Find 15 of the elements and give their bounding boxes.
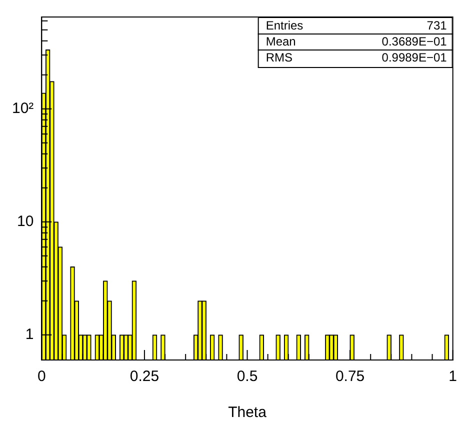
y-tick-label: 10² (12, 100, 34, 118)
x-tick-label: 1 (448, 368, 457, 386)
x-tick-label: 0.25 (130, 368, 160, 386)
x-tick-label: 0 (38, 368, 46, 386)
annotation: 731 (426, 18, 448, 32)
x-tick-label: 0.5 (236, 368, 258, 386)
annotation: 0.9989E−01 (382, 50, 448, 64)
annotation: 0.3689E−01 (382, 34, 448, 48)
x-tick-label: 0.75 (335, 368, 365, 386)
annotation: RMS (266, 50, 292, 64)
annotation: Entries (266, 18, 304, 32)
x-axis-title: Theta (228, 404, 268, 422)
y-tick-label: 1 (25, 326, 34, 344)
annotation: Mean (266, 34, 296, 48)
y-tick-label: 10 (16, 213, 34, 230)
